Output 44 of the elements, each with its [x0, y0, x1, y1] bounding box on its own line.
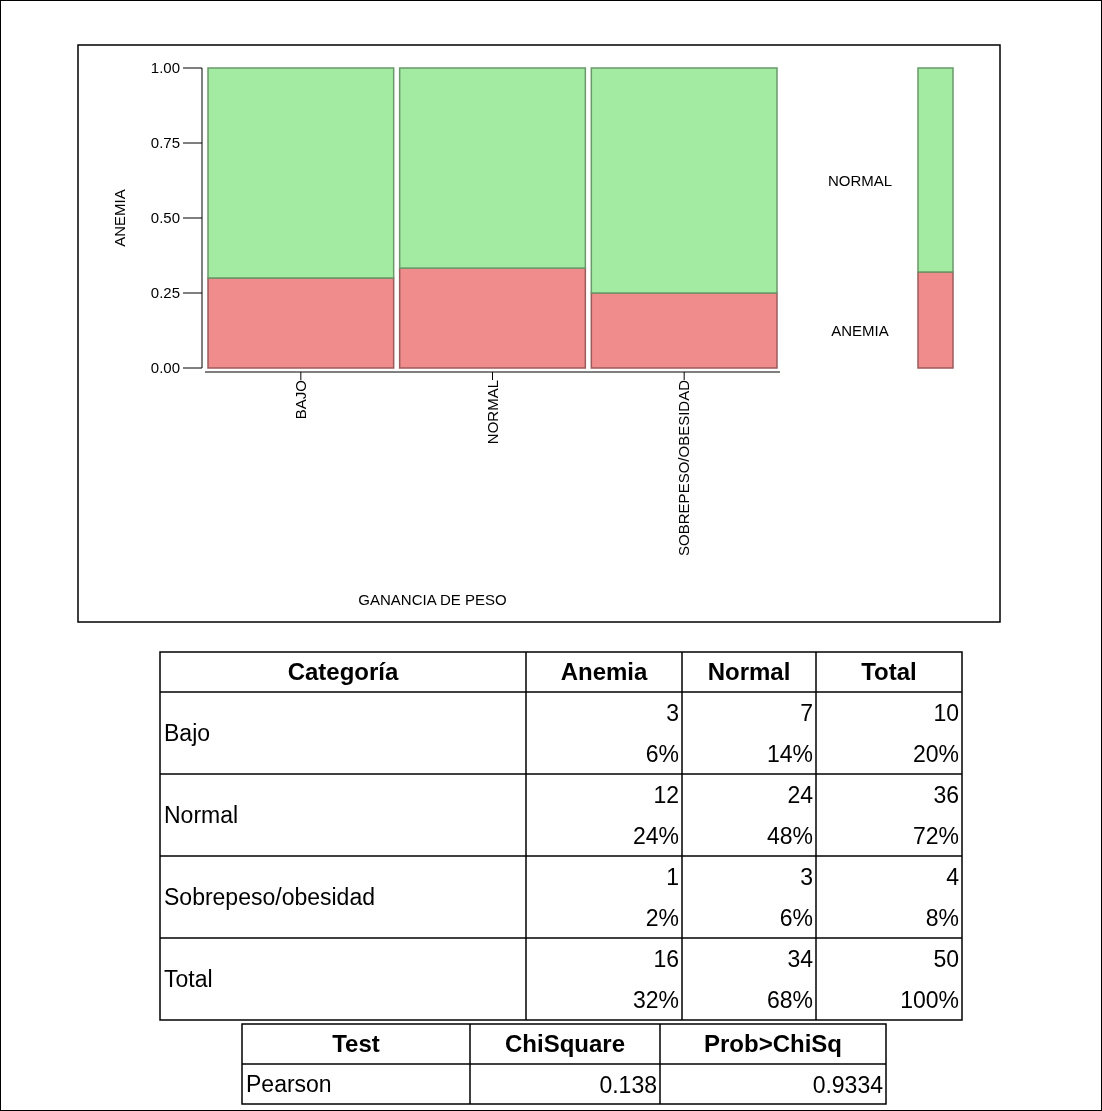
- y-tick-label: 1.00: [150, 59, 180, 77]
- bar: [398, 67, 587, 269]
- text: 1 2%: [645, 864, 679, 932]
- y-tick-label: 0.00: [150, 359, 180, 377]
- text: 16 32%: [632, 946, 679, 1014]
- text: 50 100%: [900, 946, 959, 1014]
- y-tick-label: 0.75: [150, 134, 180, 152]
- x-tick-label: NORMAL: [483, 380, 501, 445]
- x-tick-label: BAJO: [291, 380, 309, 420]
- text: 4 8%: [925, 864, 959, 932]
- category-label: Anemia: [560, 658, 648, 686]
- bar: [207, 277, 395, 369]
- text: NORMAL: [827, 171, 893, 189]
- y-tick-label: 0.25: [150, 284, 180, 302]
- text: 0.9334: [812, 1071, 883, 1098]
- text: 34 68%: [766, 946, 813, 1014]
- category-label: Normal: [707, 658, 791, 686]
- text: 10 20%: [912, 700, 959, 768]
- text: Categoría: [287, 658, 399, 686]
- text: 24 48%: [766, 782, 813, 850]
- text: 36 72%: [912, 782, 959, 850]
- category-label: Normal: [164, 802, 239, 829]
- text: 12 24%: [632, 782, 679, 850]
- y-axis-title: ANEMIA: [111, 189, 128, 247]
- y-tick-label: 0.50: [150, 209, 180, 227]
- category-label: Total: [164, 966, 213, 993]
- category-label: Sobrepeso/obesidad: [164, 884, 375, 911]
- text: Test: [332, 1030, 380, 1058]
- bar: [398, 267, 587, 369]
- bar: [590, 67, 778, 294]
- text: 0.138: [599, 1071, 657, 1098]
- text: ANEMIA: [831, 321, 889, 339]
- category-label: Prob>ChiSq: [703, 1030, 843, 1058]
- x-tick-label: SOBREPESO/OBESIDAD: [675, 379, 693, 556]
- text: 3 6%: [645, 700, 679, 768]
- category-label: Bajo: [164, 720, 211, 747]
- text: 7 14%: [766, 700, 813, 768]
- category-label: Pearson: [246, 1071, 332, 1098]
- x-axis-title: GANANCIA DE PESO: [358, 591, 507, 608]
- bar: [590, 292, 778, 369]
- bar: [207, 67, 395, 279]
- category-label: ChiSquare: [504, 1030, 626, 1058]
- text: 3 6%: [779, 864, 813, 932]
- category-label: Total: [861, 658, 917, 686]
